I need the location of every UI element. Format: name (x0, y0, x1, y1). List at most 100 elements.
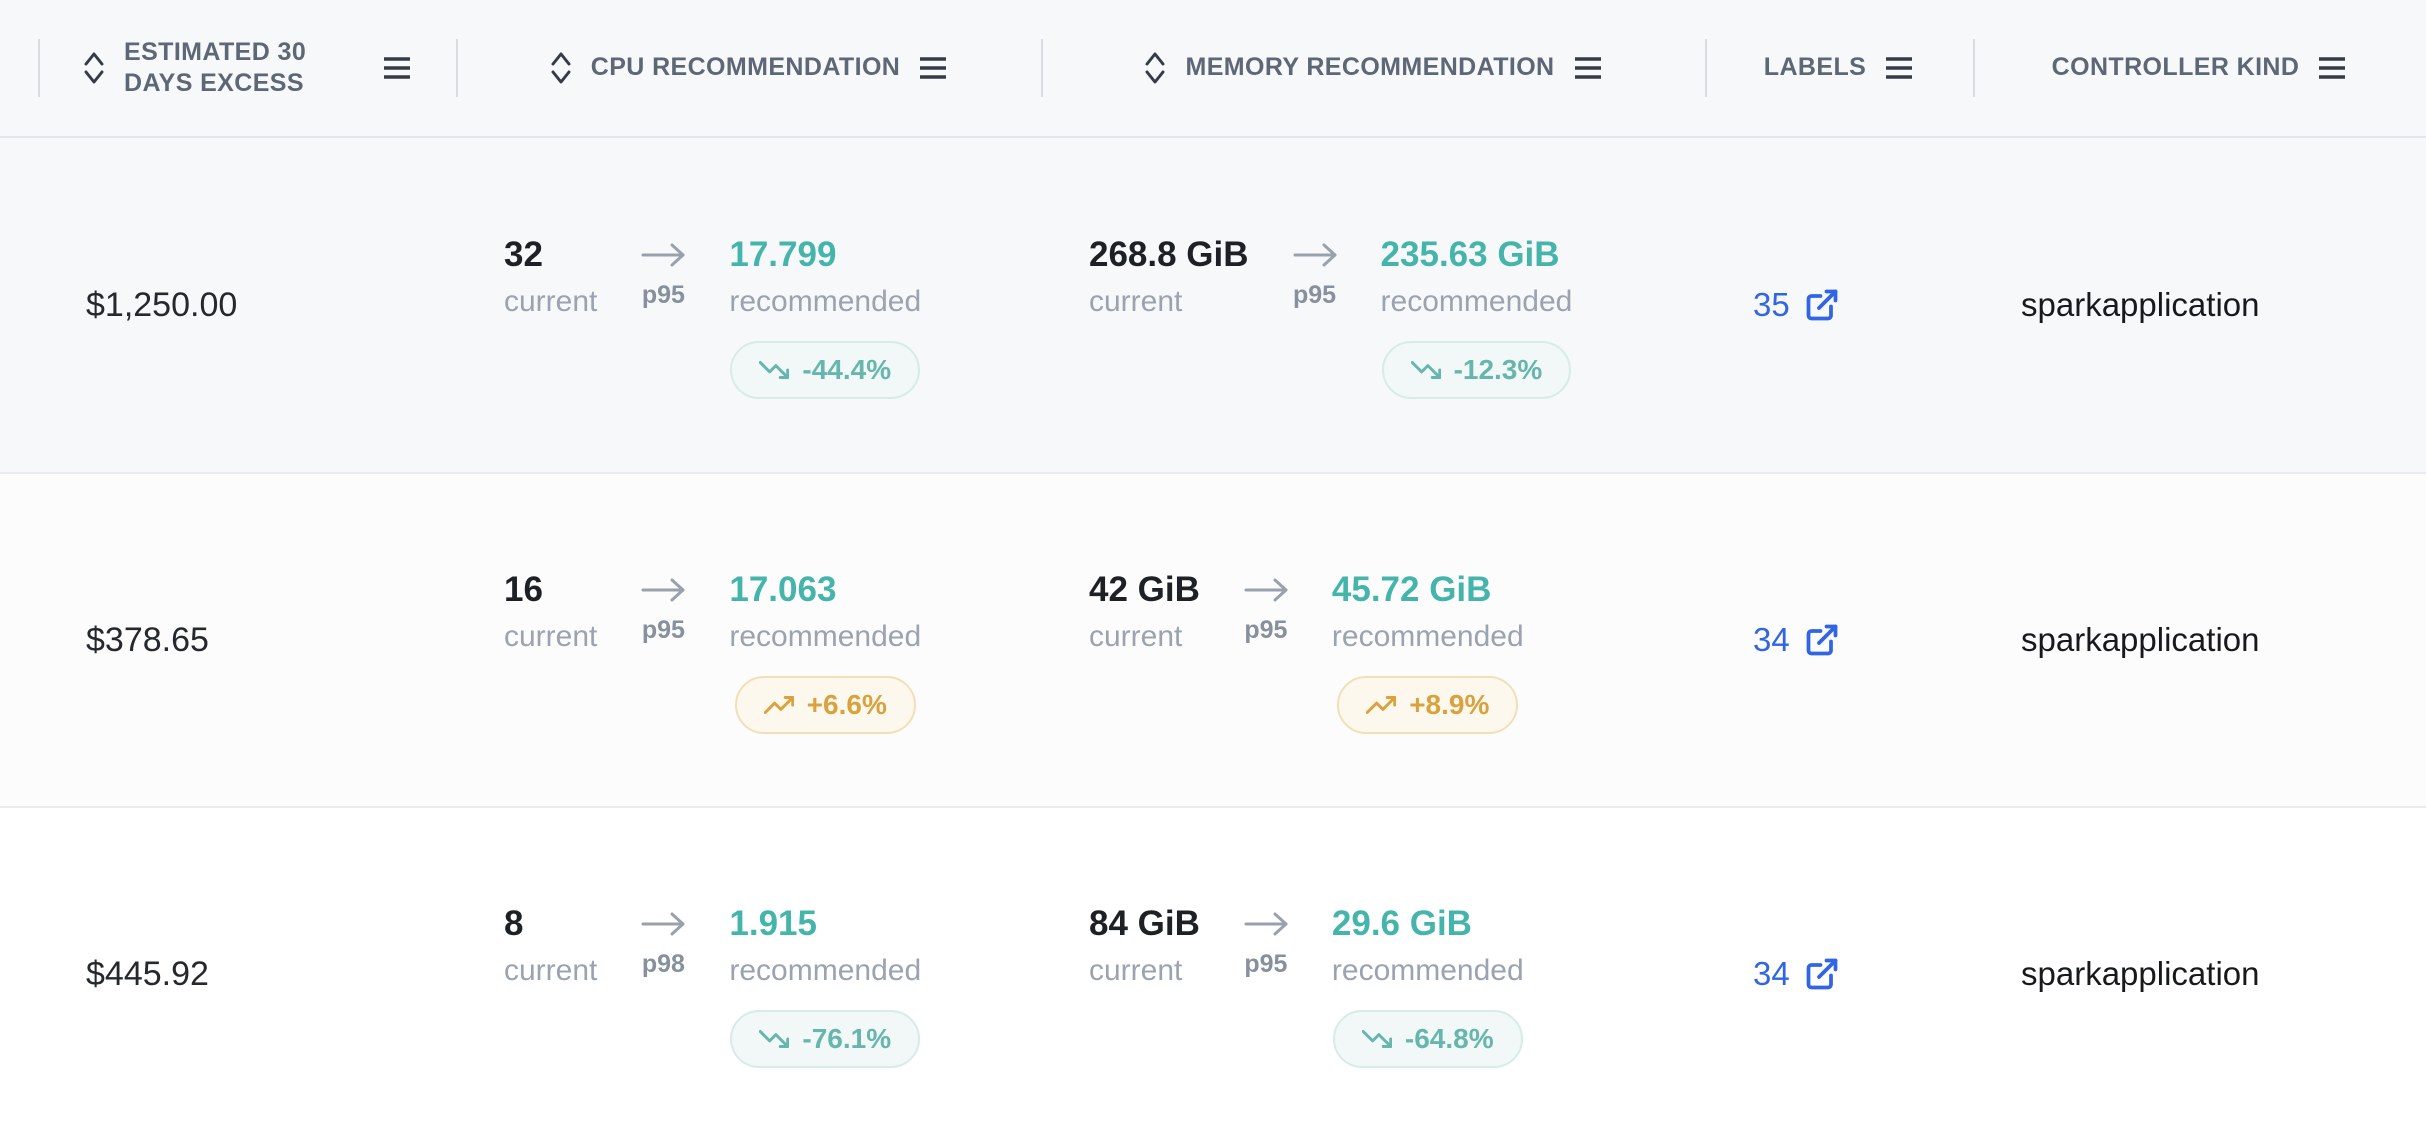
cpu-change-value: -44.4% (802, 354, 892, 385)
cpu-change-badge: -44.4% (730, 341, 921, 399)
column-menu-icon[interactable] (2317, 55, 2348, 81)
cpu-current-group: 32 current (504, 237, 597, 317)
memory-recommended-label: recommended (1380, 285, 1573, 318)
memory-percentile: p95 (1244, 950, 1288, 978)
memory-change-value: -64.8% (1404, 1023, 1494, 1054)
cpu-recommended-label: recommended (729, 954, 922, 987)
memory-recommendation-cell: 84 GiB current p95 29.6 GiB recommended … (1041, 808, 1705, 1140)
memory-change-badge: +8.9% (1337, 676, 1519, 734)
estimated-excess-value: $1,250.00 (86, 285, 238, 324)
cpu-percentile: p95 (641, 616, 685, 644)
cpu-arrow-group: p95 (641, 572, 685, 643)
column-header-label: CONTROLLER KIND (2051, 53, 2300, 82)
column-header-estimated-30-days-excess[interactable]: ESTIMATED 30 DAYS EXCESS (38, 0, 456, 136)
memory-current-group: 42 GiB current (1089, 572, 1200, 652)
memory-recommended-value: 29.6 GiB (1331, 904, 1472, 943)
cpu-recommended-group: 1.915 recommended -76.1% (729, 906, 921, 1068)
column-header-cpu-recommendation[interactable]: CPU RECOMMENDATION (456, 0, 1041, 136)
row-spacer (0, 138, 38, 472)
memory-recommended-group: 235.63 GiB recommended -12.3% (1380, 235, 1573, 399)
controller-kind-cell: sparkapplication (1973, 808, 2426, 1140)
memory-current-label: current (1089, 954, 1183, 987)
column-header-label: MEMORY RECOMMENDATION (1185, 53, 1555, 82)
cpu-change-badge: +6.6% (734, 676, 916, 734)
sort-icon[interactable] (82, 50, 106, 86)
table-row[interactable]: $1,250.00 32 current p95 17.799 recommen… (0, 138, 2426, 472)
estimated-excess-value: $378.65 (86, 620, 209, 659)
trending-up-icon (1366, 696, 1397, 714)
column-menu-icon[interactable] (1572, 55, 1603, 81)
column-menu-icon[interactable] (382, 55, 412, 81)
cpu-recommended-group: 17.063 recommended +6.6% (729, 572, 921, 734)
memory-recommended-group: 45.72 GiB recommended +8.9% (1332, 572, 1524, 734)
cpu-recommended-value: 1.915 (729, 904, 817, 943)
cpu-current-value: 8 (504, 904, 524, 943)
cpu-arrow-group: p98 (641, 906, 685, 977)
arrow-right-icon (1244, 578, 1288, 602)
controller-kind-cell: sparkapplication (1973, 474, 2426, 806)
memory-percentile: p95 (1293, 281, 1337, 309)
labels-link[interactable]: 34 (1753, 621, 1840, 659)
header-spacer (0, 0, 38, 136)
column-header-label: ESTIMATED 30 DAYS EXCESS (124, 37, 307, 97)
labels-cell: 34 (1705, 808, 1973, 1140)
labels-link[interactable]: 35 (1753, 286, 1840, 324)
column-menu-icon[interactable] (1884, 55, 1914, 81)
cpu-recommended-group: 17.799 recommended -44.4% (729, 237, 921, 399)
memory-arrow-group: p95 (1244, 572, 1288, 643)
memory-recommendation-cell: 268.8 GiB current p95 235.63 GiB recomme… (1041, 138, 1705, 472)
table-row[interactable]: $378.65 16 current p95 17.063 recommende… (0, 472, 2426, 806)
column-header-label: LABELS (1763, 53, 1867, 82)
memory-recommended-value: 45.72 GiB (1331, 570, 1492, 609)
memory-recommended-value: 235.63 GiB (1380, 235, 1560, 274)
cpu-current-group: 16 current (504, 572, 597, 652)
estimated-excess-cell: $1,250.00 (38, 138, 456, 472)
trending-down-icon (759, 1030, 790, 1048)
cpu-recommendation-cell: 32 current p95 17.799 recommended -44.4% (456, 138, 1041, 472)
column-header-memory-recommendation[interactable]: MEMORY RECOMMENDATION (1041, 0, 1705, 136)
memory-current-group: 84 GiB current (1089, 906, 1200, 986)
memory-change-badge: -12.3% (1381, 341, 1572, 399)
sort-icon[interactable] (549, 50, 573, 86)
memory-current-label: current (1089, 620, 1183, 653)
estimated-excess-cell: $378.65 (38, 474, 456, 806)
memory-change-value: +8.9% (1409, 689, 1490, 720)
estimated-excess-value: $445.92 (86, 954, 209, 993)
column-header-controller-kind[interactable]: CONTROLLER KIND (1973, 0, 2426, 136)
cpu-percentile: p95 (641, 281, 685, 309)
memory-change-value: -12.3% (1453, 354, 1543, 385)
labels-count: 34 (1753, 621, 1790, 658)
memory-current-value: 268.8 GiB (1089, 235, 1249, 274)
cpu-change-badge: -76.1% (730, 1010, 921, 1068)
cpu-current-group: 8 current (504, 906, 597, 986)
sort-icon[interactable] (1143, 50, 1167, 86)
cpu-current-label: current (504, 285, 598, 318)
estimated-excess-cell: $445.92 (38, 808, 456, 1140)
arrow-right-icon (641, 243, 685, 267)
arrow-right-icon (1293, 243, 1337, 267)
table-header-row: ESTIMATED 30 DAYS EXCESS CPU RECOMMENDAT… (0, 0, 2426, 138)
memory-current-value: 84 GiB (1089, 904, 1200, 943)
controller-kind-value: sparkapplication (2021, 621, 2260, 658)
trending-up-icon (763, 696, 794, 714)
memory-current-value: 42 GiB (1089, 570, 1200, 609)
cpu-change-value: -76.1% (802, 1023, 892, 1054)
labels-link[interactable]: 34 (1753, 955, 1840, 993)
column-menu-icon[interactable] (918, 55, 948, 81)
cpu-recommended-label: recommended (729, 620, 922, 653)
labels-cell: 35 (1705, 138, 1973, 472)
external-link-icon (1806, 624, 1838, 656)
controller-kind-cell: sparkapplication (1973, 138, 2426, 472)
arrow-right-icon (1244, 912, 1288, 936)
memory-recommended-group: 29.6 GiB recommended -64.8% (1332, 906, 1524, 1068)
memory-percentile: p95 (1244, 616, 1288, 644)
cpu-arrow-group: p95 (641, 237, 685, 308)
external-link-icon (1806, 289, 1838, 321)
memory-recommended-label: recommended (1331, 620, 1524, 653)
memory-current-group: 268.8 GiB current (1089, 237, 1249, 317)
cpu-recommended-value: 17.799 (729, 235, 837, 274)
table-row[interactable]: $445.92 8 current p98 1.915 recommended (0, 806, 2426, 1140)
column-header-labels[interactable]: LABELS (1705, 0, 1973, 136)
controller-kind-value: sparkapplication (2021, 286, 2260, 323)
